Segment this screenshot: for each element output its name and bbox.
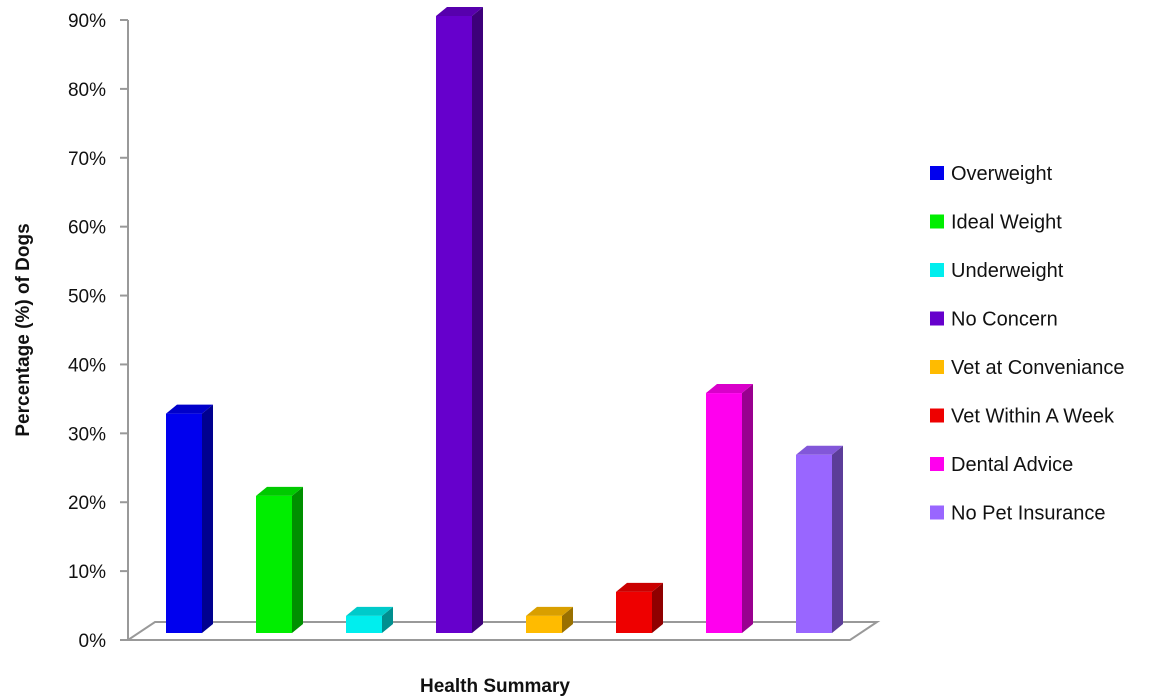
y-tick-label: 50% bbox=[68, 287, 106, 308]
chart-walls bbox=[124, 20, 881, 641]
y-tick-label: 0% bbox=[79, 631, 107, 652]
bars bbox=[166, 7, 843, 633]
legend-label: Underweight bbox=[951, 260, 1064, 282]
legend-item: Ideal Weight bbox=[930, 212, 1062, 234]
legend-item: No Concern bbox=[930, 309, 1058, 331]
y-tick-label: 10% bbox=[68, 562, 106, 583]
legend-item: Dental Advice bbox=[930, 454, 1073, 476]
legend-label: Vet at Conveniance bbox=[951, 357, 1124, 379]
bar bbox=[616, 582, 663, 633]
legend-label: Dental Advice bbox=[951, 454, 1073, 476]
legend-swatch bbox=[930, 263, 944, 277]
y-tick-label: 60% bbox=[68, 218, 106, 239]
y-tick-label: 80% bbox=[68, 80, 106, 101]
legend-label: Ideal Weight bbox=[951, 212, 1062, 234]
legend-label: No Pet Insurance bbox=[951, 503, 1106, 525]
legend-item: No Pet Insurance bbox=[930, 503, 1106, 525]
legend-swatch bbox=[930, 311, 944, 326]
chart-floor bbox=[124, 621, 881, 641]
y-tick-label: 20% bbox=[68, 493, 106, 514]
y-tick-label: 40% bbox=[68, 355, 106, 376]
legend-label: Vet Within A Week bbox=[951, 406, 1115, 428]
y-axis-label: Percentage (%) of Dogs bbox=[13, 223, 34, 436]
bar bbox=[706, 384, 753, 633]
legend-item: Underweight bbox=[930, 260, 1064, 282]
legend-swatch bbox=[930, 214, 944, 229]
y-tick-label: 90% bbox=[68, 11, 106, 32]
bar bbox=[346, 606, 393, 633]
legend-swatch bbox=[930, 360, 944, 374]
y-axis: 0% 10% 20% 30% 40% 50% 60% 70% 80% 90% bbox=[68, 11, 128, 652]
bar bbox=[796, 445, 843, 633]
bar bbox=[436, 7, 483, 633]
legend-swatch bbox=[930, 505, 944, 520]
bar bbox=[256, 486, 303, 633]
y-tick-label: 70% bbox=[68, 149, 106, 170]
legend-item: Vet Within A Week bbox=[930, 406, 1115, 428]
bar bbox=[526, 606, 573, 633]
legend: Overweight Ideal Weight Underweight No Conc… bbox=[930, 163, 1124, 525]
legend-swatch bbox=[930, 166, 944, 180]
legend-item: Overweight bbox=[930, 163, 1053, 185]
y-tick-label: 30% bbox=[68, 424, 106, 445]
x-axis-label: Health Summary bbox=[420, 676, 570, 697]
legend-item: Vet at Conveniance bbox=[930, 357, 1124, 379]
legend-label: No Concern bbox=[951, 309, 1058, 331]
legend-swatch bbox=[930, 457, 944, 471]
legend-label: Overweight bbox=[951, 163, 1053, 185]
legend-swatch bbox=[930, 408, 944, 423]
bar bbox=[166, 404, 213, 633]
